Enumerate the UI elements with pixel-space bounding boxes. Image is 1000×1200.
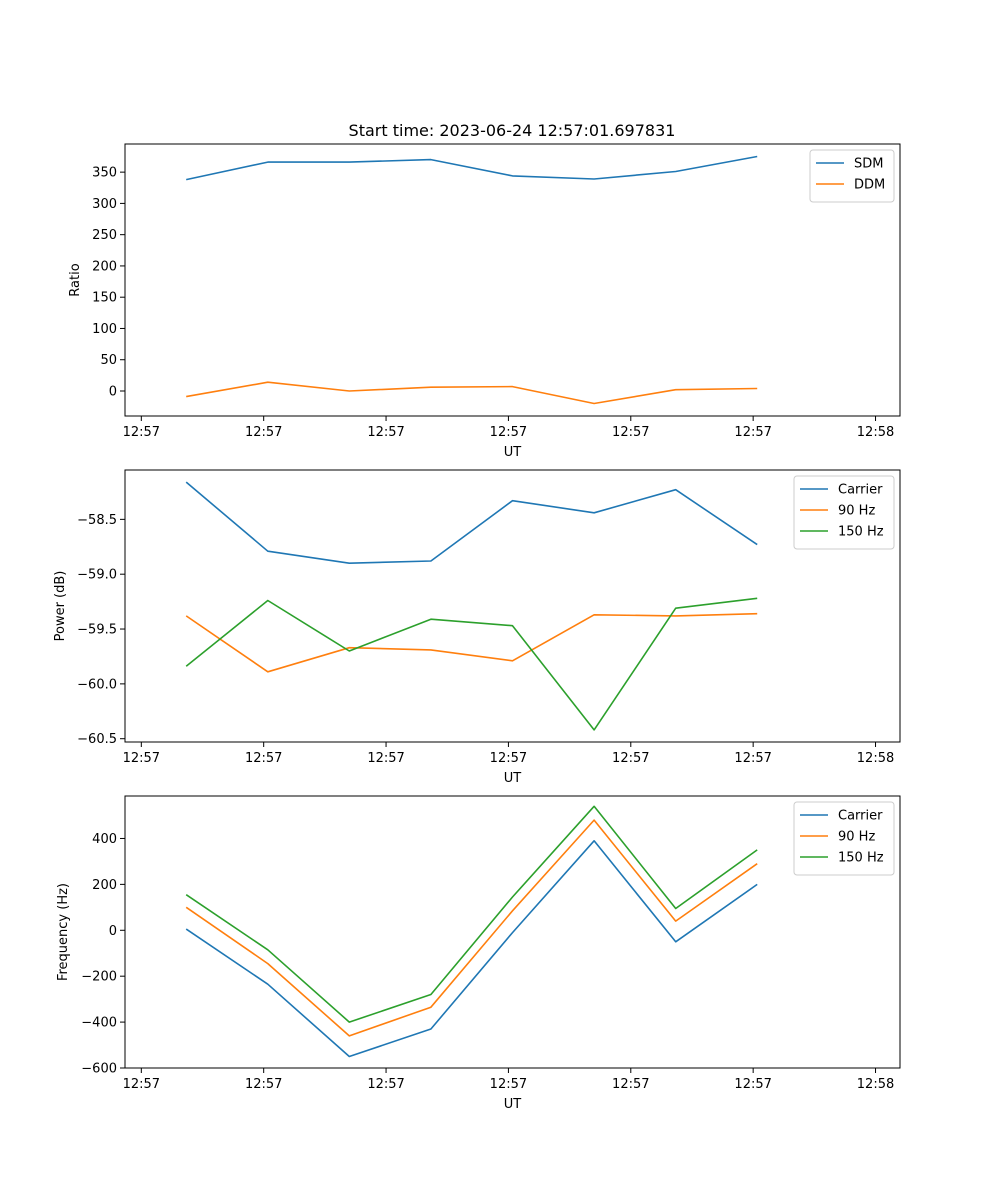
x-tick-label: 12:57 bbox=[367, 751, 404, 766]
figure-title: Start time: 2023-06-24 12:57:01.697831 bbox=[349, 121, 676, 140]
legend-label: 150 Hz bbox=[838, 851, 884, 866]
x-tick-label: 12:57 bbox=[612, 1077, 649, 1092]
x-tick-label: 12:57 bbox=[367, 425, 404, 440]
y-axis-label: Power (dB) bbox=[53, 571, 68, 642]
x-tick-label: 12:57 bbox=[123, 751, 160, 766]
y-tick-label: −60.5 bbox=[77, 732, 117, 747]
series-line-150-hz bbox=[185, 805, 758, 1023]
panel-3: 12:57 12:57 12:57 12:57 12:57 12:57 12:58 400 20… bbox=[56, 795, 901, 1112]
series-line-carrier bbox=[185, 481, 758, 565]
y-tick-label: 350 bbox=[92, 166, 117, 181]
series-line-ddm bbox=[186, 381, 758, 405]
x-tick-label: 12:57 bbox=[612, 425, 649, 440]
x-tick-label: 12:57 bbox=[734, 751, 771, 766]
x-tick-label: 12:57 bbox=[490, 1077, 527, 1092]
legend: Carrier 90 Hz 150 Hz bbox=[793, 475, 895, 550]
x-tick-label: 12:57 bbox=[367, 1077, 404, 1092]
y-tick-label: −200 bbox=[81, 970, 117, 985]
series-line-150-hz bbox=[185, 597, 758, 731]
y-tick-label: 200 bbox=[92, 259, 117, 274]
x-tick-label: 12:57 bbox=[245, 1077, 282, 1092]
legend-label: DDM bbox=[854, 178, 885, 193]
y-tick-label: 150 bbox=[92, 291, 117, 306]
x-tick-label: 12:57 bbox=[490, 425, 527, 440]
panel-2: 12:57 12:57 12:57 12:57 12:57 12:57 12:58 −58.5… bbox=[53, 469, 901, 786]
y-tick-label: −400 bbox=[81, 1016, 117, 1031]
x-tick-label: 12:57 bbox=[734, 425, 771, 440]
x-tick-label: 12:57 bbox=[734, 1077, 771, 1092]
y-tick-label: −59.5 bbox=[77, 623, 117, 638]
x-axis-label: UT bbox=[504, 1097, 522, 1112]
y-tick-label: −59.0 bbox=[77, 568, 117, 583]
panel-1: 12:57 12:57 12:57 12:57 12:57 12:57 12:58 0 50 10… bbox=[68, 143, 901, 460]
x-tick-label: 12:57 bbox=[612, 751, 649, 766]
legend-label: Carrier bbox=[838, 809, 883, 824]
y-tick-label: 100 bbox=[92, 322, 117, 337]
y-tick-label: 300 bbox=[92, 197, 117, 212]
y-tick-label: 250 bbox=[92, 228, 117, 243]
y-tick-label: 0 bbox=[109, 384, 117, 399]
y-tick-label: 50 bbox=[100, 353, 117, 368]
y-axis-label: Frequency (Hz) bbox=[56, 883, 71, 981]
series-line-carrier bbox=[185, 839, 758, 1058]
y-tick-label: −58.5 bbox=[77, 513, 117, 528]
x-tick-label: 12:58 bbox=[857, 1077, 894, 1092]
x-axis-label: UT bbox=[504, 771, 522, 786]
x-tick-label: 12:58 bbox=[857, 751, 894, 766]
x-tick-label: 12:57 bbox=[245, 751, 282, 766]
legend-label: SDM bbox=[854, 157, 883, 172]
x-tick-label: 12:57 bbox=[245, 425, 282, 440]
x-tick-label: 12:57 bbox=[123, 425, 160, 440]
x-axis-label: UT bbox=[504, 445, 522, 460]
x-tick-label: 12:57 bbox=[123, 1077, 160, 1092]
series-line-90-hz bbox=[185, 612, 758, 673]
x-tick-label: 12:58 bbox=[857, 425, 894, 440]
legend-label: 150 Hz bbox=[838, 525, 884, 540]
y-axis-label: Ratio bbox=[68, 263, 83, 296]
y-tick-label: −60.0 bbox=[77, 677, 117, 692]
legend-label: 90 Hz bbox=[838, 830, 875, 845]
legend-label: Carrier bbox=[838, 483, 883, 498]
axes-frame bbox=[124, 469, 901, 743]
y-tick-label: −600 bbox=[81, 1062, 117, 1077]
x-tick-label: 12:57 bbox=[490, 751, 527, 766]
axes-frame bbox=[124, 795, 901, 1069]
chart-panels: 12:57 12:57 12:57 12:57 12:57 12:57 12:58 0 50 10… bbox=[53, 143, 901, 1112]
y-tick-label: 200 bbox=[92, 878, 117, 893]
y-tick-label: 0 bbox=[109, 924, 117, 939]
series-line-90-hz bbox=[185, 819, 758, 1037]
series-line-sdm bbox=[186, 155, 758, 181]
legend-label: 90 Hz bbox=[838, 504, 875, 519]
legend: SDM DDM bbox=[809, 149, 895, 203]
legend: Carrier 90 Hz 150 Hz bbox=[793, 801, 895, 876]
axes-frame bbox=[124, 143, 901, 417]
y-tick-label: 400 bbox=[92, 832, 117, 847]
